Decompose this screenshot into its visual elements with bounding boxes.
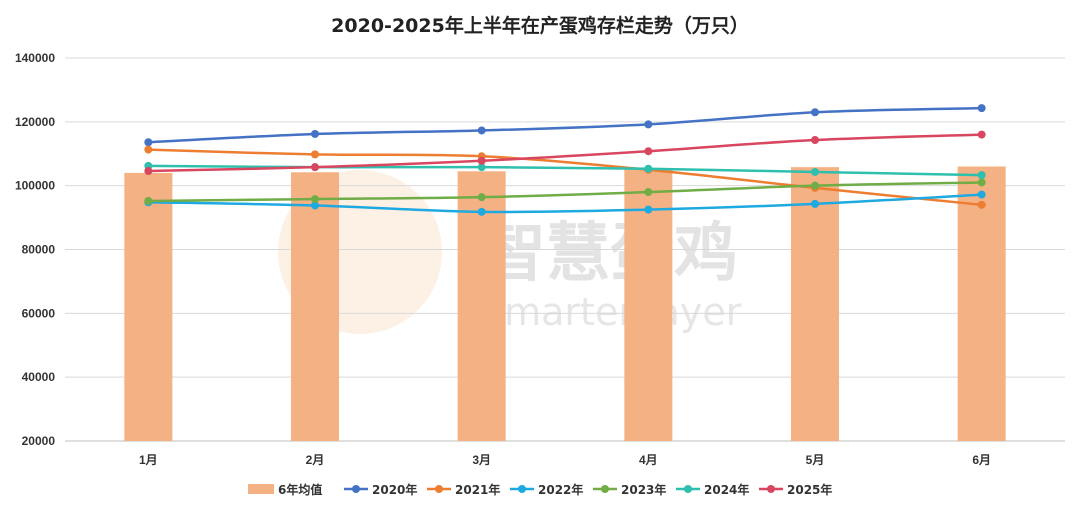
legend-label: 2020年: [372, 482, 417, 497]
legend-label: 2024年: [704, 482, 749, 497]
series-point: [644, 205, 653, 214]
y-tick-label: 20000: [22, 434, 56, 448]
watermark-cn: 智慧蛋鸡: [482, 217, 738, 291]
y-tick-label: 80000: [22, 243, 56, 257]
series-point: [811, 136, 819, 145]
series-line-0: [148, 106, 982, 144]
series-point: [144, 196, 153, 205]
series-point: [977, 171, 986, 180]
chart-title: 2020-2025年上半年在产蛋鸡存栏走势（万只）: [331, 14, 749, 37]
legend-swatch-marker: [767, 485, 775, 493]
bars: [124, 166, 1006, 442]
series-point: [811, 199, 819, 208]
series-lines: [144, 104, 986, 216]
legend-label: 2023年: [621, 482, 666, 497]
series-point: [311, 163, 319, 172]
series-point: [311, 195, 319, 204]
series-point: [977, 190, 986, 199]
series-point: [977, 130, 986, 139]
series-point: [311, 150, 319, 159]
bar-avg: [291, 172, 339, 442]
x-tick-label: 4月: [639, 453, 658, 467]
legend-label: 2025年: [787, 482, 832, 497]
y-tick-label: 40000: [22, 370, 56, 384]
y-tick-label: 120000: [15, 115, 55, 129]
series-point: [477, 207, 486, 216]
legend-label: 2022年: [538, 482, 583, 497]
legend-label: 6年均值: [278, 482, 322, 497]
series-line-5: [148, 133, 982, 173]
bar-avg: [624, 169, 673, 441]
legend-swatch-marker: [352, 485, 360, 493]
series-point: [144, 138, 153, 147]
legend-swatch-bar: [248, 484, 274, 494]
series-point: [477, 126, 486, 135]
bar-avg: [457, 171, 506, 441]
bar-avg: [124, 172, 173, 441]
x-tick-label: 1月: [139, 453, 158, 467]
x-tick-label: 5月: [806, 453, 825, 467]
x-tick-label: 3月: [472, 453, 491, 467]
y-axis: 20000 40000 60000 80000 100000 120000 140000: [15, 51, 55, 448]
legend: 6年均值 2020年 2021年 2022年 2023年 2024年 2025年: [248, 482, 832, 497]
bar-avg: [957, 166, 1006, 441]
series-point: [644, 120, 653, 129]
bar-avg: [791, 167, 839, 441]
watermark-en: Smarter layer: [480, 290, 742, 334]
legend-swatch-marker: [435, 485, 443, 493]
series-point: [477, 156, 486, 165]
series-line-1: [148, 148, 982, 207]
series-line-3: [148, 181, 982, 203]
series-point: [977, 178, 986, 187]
gridlines: [65, 57, 1065, 442]
series-point: [977, 200, 986, 209]
x-tick-label: 2月: [306, 453, 325, 467]
series-point: [311, 201, 319, 210]
x-tick-label: 6月: [972, 453, 991, 467]
series-point: [477, 163, 486, 172]
series-point: [811, 108, 819, 117]
legend-swatch-marker: [518, 485, 526, 493]
legend-label: 2021年: [455, 482, 500, 497]
series-point: [644, 188, 653, 197]
legend-swatch-marker: [684, 485, 692, 493]
series-point: [977, 104, 986, 113]
series-point: [144, 166, 153, 175]
y-tick-label: 140000: [15, 51, 55, 65]
y-tick-label: 100000: [15, 179, 55, 193]
series-point: [811, 167, 819, 176]
series-point: [477, 193, 486, 202]
series-point: [311, 129, 319, 138]
x-axis: 1月 2月 3月 4月 5月 6月: [139, 453, 991, 467]
legend-swatch-marker: [601, 485, 609, 493]
series-point: [144, 145, 153, 154]
series-point: [644, 164, 653, 173]
series-point: [644, 147, 653, 156]
y-tick-label: 60000: [22, 306, 56, 320]
series-line-2: [148, 193, 982, 214]
series-point: [811, 181, 819, 190]
